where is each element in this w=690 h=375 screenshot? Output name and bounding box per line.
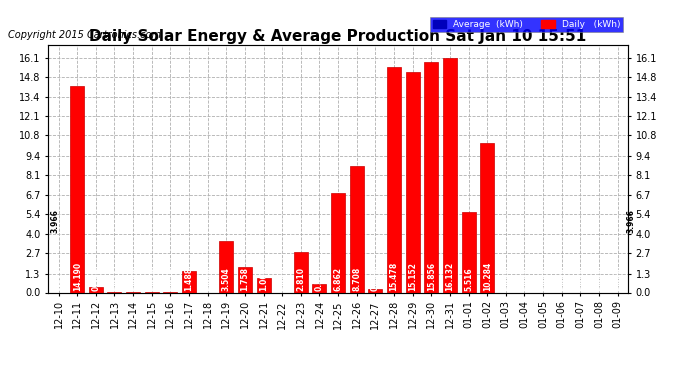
Text: 3.504: 3.504 [221,268,230,291]
Text: 1.000: 1.000 [259,267,268,291]
Text: 1.758: 1.758 [240,267,249,291]
Bar [294,252,308,292]
Bar [368,290,382,292]
Bar [331,193,345,292]
Bar [350,166,364,292]
Text: 15.152: 15.152 [408,262,417,291]
Text: 0.364: 0.364 [91,267,100,291]
Text: 0.000: 0.000 [277,267,286,291]
Text: 2.810: 2.810 [296,267,306,291]
Text: 5.516: 5.516 [464,268,473,291]
Bar [443,58,457,292]
Text: 0.208: 0.208 [371,267,380,291]
Text: 0.590: 0.590 [315,268,324,291]
Bar [219,242,233,292]
Text: 0.000: 0.000 [502,267,511,291]
Bar [424,62,438,292]
Bar [70,86,84,292]
Text: 0.000: 0.000 [54,267,63,291]
Text: 0.018: 0.018 [147,267,156,291]
Legend: Average  (kWh), Daily   (kWh): Average (kWh), Daily (kWh) [430,17,623,32]
Bar [387,67,401,292]
Text: 3.966: 3.966 [627,209,636,232]
Text: 3.966: 3.966 [50,209,59,232]
Text: 0.006: 0.006 [128,267,137,291]
Text: 1.488: 1.488 [184,267,193,291]
Text: 0.000: 0.000 [203,267,212,291]
Title: Daily Solar Energy & Average Production Sat Jan 10 15:51: Daily Solar Energy & Average Production … [90,29,586,44]
Text: 0.000: 0.000 [558,267,566,291]
Bar [313,284,326,292]
Text: 0.000: 0.000 [539,267,548,291]
Text: 14.190: 14.190 [72,262,81,291]
Bar [182,271,196,292]
Text: 15.478: 15.478 [390,262,399,291]
Text: 10.284: 10.284 [483,262,492,291]
Text: Copyright 2015 Cartronics.com: Copyright 2015 Cartronics.com [8,30,161,40]
Bar [462,212,475,292]
Bar [480,143,494,292]
Bar [238,267,252,292]
Text: 0.012: 0.012 [110,267,119,291]
Text: 15.856: 15.856 [427,262,436,291]
Text: 8.708: 8.708 [352,267,362,291]
Bar [406,72,420,292]
Text: 0.000: 0.000 [520,267,529,291]
Text: 16.132: 16.132 [446,262,455,291]
Bar [257,278,270,292]
Text: 0.000: 0.000 [595,267,604,291]
Text: 0.034: 0.034 [166,267,175,291]
Text: 0.000: 0.000 [613,267,622,291]
Text: 6.862: 6.862 [333,267,343,291]
Text: 0.000: 0.000 [576,267,585,291]
Bar [89,287,103,292]
